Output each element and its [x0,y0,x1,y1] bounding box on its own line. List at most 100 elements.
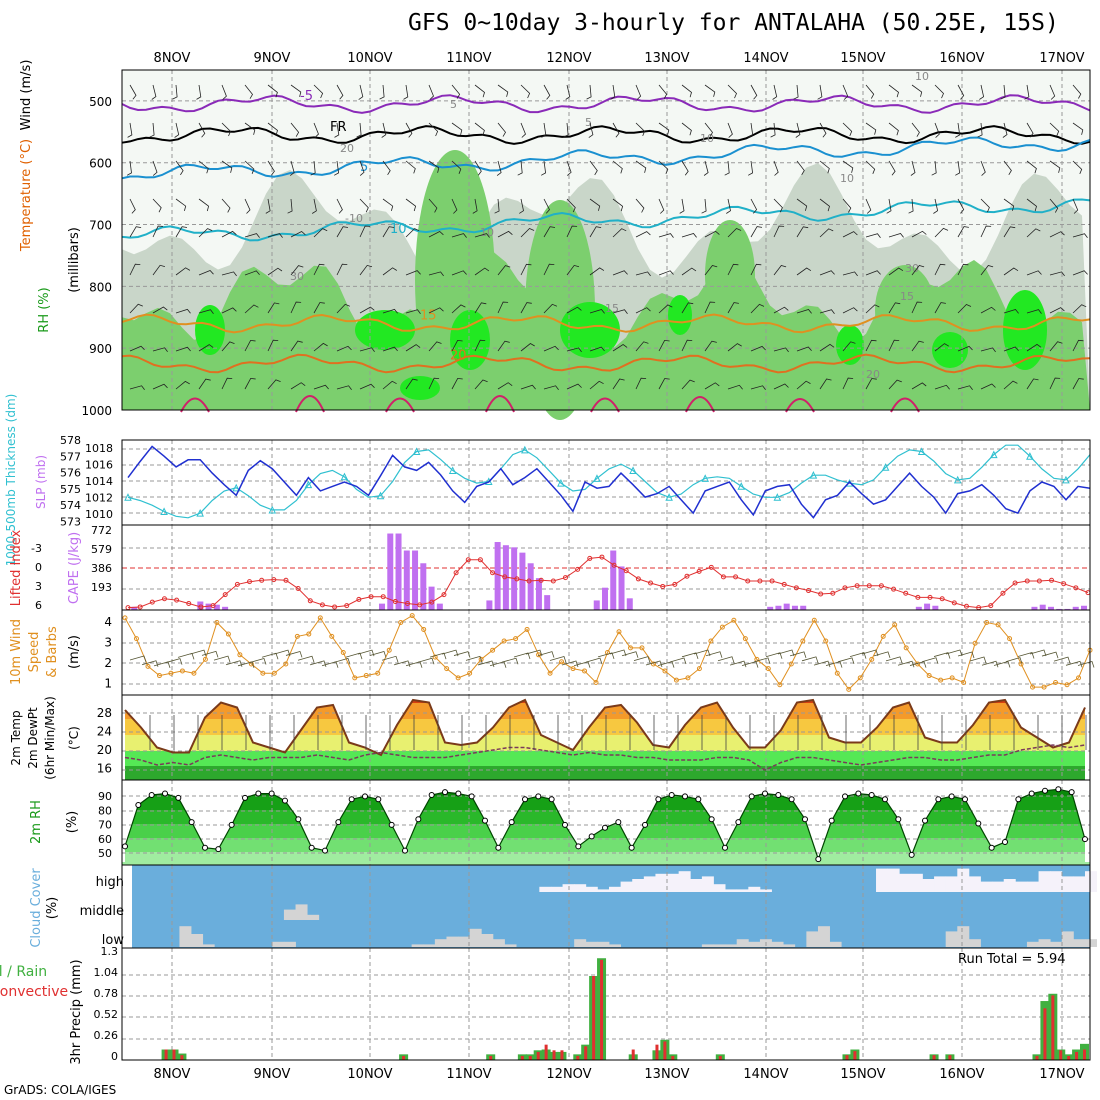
wind-speed-marker [363,673,369,679]
wind-barb [1003,226,1016,238]
precip-convective-bar [845,1055,849,1060]
cloud-bar-low [783,944,796,947]
wind-barb-10m [441,649,459,657]
wind-barb [612,344,628,352]
precip-convective-bar [655,1044,659,1060]
surface-isotherm [590,397,620,413]
wind-barb [244,304,259,314]
precip-convective-bar [560,1050,564,1060]
wind-barb [290,301,302,314]
wind-barb [957,263,969,276]
cloud-bar-low [748,941,761,947]
wind-barb-10m [969,656,987,664]
contour-label: 10 [480,226,494,239]
run-total: Run Total = 5.94 [958,952,1066,967]
cloud-bar-high [1026,881,1039,892]
temperature-isoline [121,136,1091,180]
rh-marker [655,796,662,803]
wind-barb [658,270,674,276]
wind-barb [888,160,896,176]
wind-barb [819,270,835,276]
wind-barb [1026,228,1041,238]
rh-marker [695,796,702,803]
wind-barb [704,301,716,314]
wind-barb [934,302,946,314]
cloud-bar-low [1038,939,1051,947]
temperature-isoline [121,198,1091,242]
wind-barb [1049,377,1061,390]
wind-barb [129,345,145,352]
precip-convective-bar [164,1049,168,1060]
wind-barb-10m [1041,651,1059,659]
wind-barb [888,84,899,98]
wind-barb [267,339,279,352]
wind-barb [566,198,576,213]
li-marker [830,590,836,596]
rh-saturated-4 [668,295,692,335]
cloud-bar-high [1073,876,1086,892]
rh-marker [242,794,248,801]
wind-barb [451,304,466,314]
wind-speed-marker [995,622,1001,628]
cloud-bar-high [690,879,703,892]
li-marker [417,602,423,608]
precip-convective-bar [584,1046,588,1060]
thickness-marker [1062,475,1070,484]
rh-saturated-6 [932,332,968,368]
wind-barb [796,198,808,211]
precip-convective-bar [1067,1055,1071,1060]
precip-tick-label: 0.26 [94,1029,119,1042]
contour-label: 5 [585,116,592,129]
cloud-bar-low [434,939,447,947]
temp-band-5 [125,700,1085,703]
wind-barb [152,383,168,390]
wind-barb [888,339,900,352]
y-tick-label: 700 [89,219,112,233]
wind-barb [1003,198,1015,211]
wind-barb [127,122,133,138]
wind-barb [520,228,535,238]
surface-isotherm [295,395,325,413]
x-tick-label-top: 15NOV [840,51,885,66]
wind-barb [221,122,231,137]
wind-barb [244,270,260,276]
wind-barb [888,302,901,314]
wind-speed-marker [214,620,220,626]
cloud-bar-high [910,873,923,892]
li-marker [842,585,848,591]
wind-barb [221,307,237,314]
wind-speed-marker [444,666,450,672]
cape-bar [222,606,229,610]
wind-barb [149,122,155,138]
wind-barb [773,160,779,176]
wind-barb [612,228,627,238]
wind-barb [635,377,647,390]
wind-barb [126,160,132,176]
li-marker [149,599,155,605]
cloud-bar-high [980,881,993,892]
cloud-bar-low [458,936,471,947]
wind-barb [358,84,364,100]
wind-speed-marker [582,668,588,674]
rh-marker [722,844,728,851]
wind-barb [750,345,766,352]
cape-bar [213,604,220,610]
wind-barb-10m [885,656,903,664]
li-marker [988,603,994,609]
rh-marker [908,851,915,858]
minmax-axis-label: (6hr Min/Max) [43,696,57,780]
li-marker [234,581,240,587]
panel-frame [121,69,1091,411]
wind-barb [589,380,604,390]
rh-marker [708,816,715,823]
li-marker [1024,578,1030,584]
wind-barb [405,344,421,352]
wind-barb [589,198,601,211]
cloud-bar-high [1015,881,1028,892]
wind-barb [681,267,697,276]
wind-barb [842,341,856,352]
wind-barb [198,198,210,212]
rh-floor [122,862,1090,865]
wind-barb [842,198,852,213]
wind-barb-10m [681,652,699,659]
